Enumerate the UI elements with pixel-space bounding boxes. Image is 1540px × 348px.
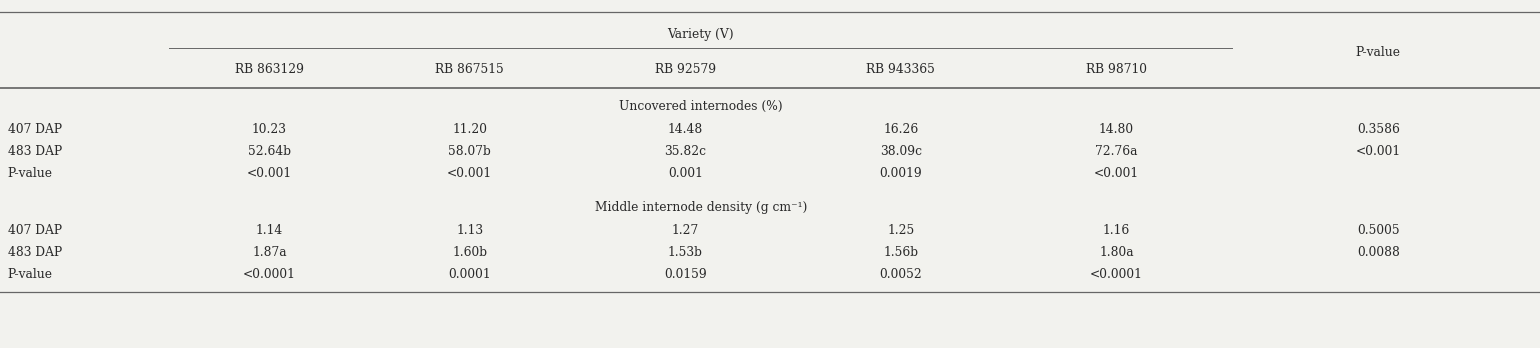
Text: 407 DAP: 407 DAP xyxy=(8,123,62,136)
Text: 1.13: 1.13 xyxy=(456,224,484,237)
Text: <0.0001: <0.0001 xyxy=(243,268,296,281)
Text: RB 98710: RB 98710 xyxy=(1086,63,1147,76)
Text: 1.27: 1.27 xyxy=(671,224,699,237)
Text: RB 943365: RB 943365 xyxy=(867,63,935,76)
Text: P-value: P-value xyxy=(1355,46,1401,59)
Text: <0.001: <0.001 xyxy=(447,167,493,180)
Text: <0.0001: <0.0001 xyxy=(1090,268,1143,281)
Text: 0.3586: 0.3586 xyxy=(1357,123,1400,136)
Text: 16.26: 16.26 xyxy=(884,123,918,136)
Text: 11.20: 11.20 xyxy=(453,123,487,136)
Text: 0.0088: 0.0088 xyxy=(1357,246,1400,259)
Text: <0.001: <0.001 xyxy=(1093,167,1140,180)
Text: Uncovered internodes (%): Uncovered internodes (%) xyxy=(619,100,782,113)
Text: 10.23: 10.23 xyxy=(253,123,286,136)
Text: 0.001: 0.001 xyxy=(668,167,702,180)
Text: <0.001: <0.001 xyxy=(246,167,293,180)
Text: 1.80a: 1.80a xyxy=(1100,246,1133,259)
Text: 72.76a: 72.76a xyxy=(1095,145,1138,158)
Text: 1.14: 1.14 xyxy=(256,224,283,237)
Text: RB 867515: RB 867515 xyxy=(436,63,504,76)
Text: 0.0052: 0.0052 xyxy=(879,268,922,281)
Text: RB 863129: RB 863129 xyxy=(236,63,303,76)
Text: 483 DAP: 483 DAP xyxy=(8,246,62,259)
Text: P-value: P-value xyxy=(8,167,52,180)
Text: 1.56b: 1.56b xyxy=(884,246,918,259)
Text: 52.64b: 52.64b xyxy=(248,145,291,158)
Text: 38.09c: 38.09c xyxy=(879,145,922,158)
Text: RB 92579: RB 92579 xyxy=(654,63,716,76)
Text: Middle internode density (g cm⁻¹): Middle internode density (g cm⁻¹) xyxy=(594,200,807,214)
Text: 1.53b: 1.53b xyxy=(668,246,702,259)
Text: 0.5005: 0.5005 xyxy=(1357,224,1400,237)
Text: 35.82c: 35.82c xyxy=(664,145,707,158)
Text: 58.07b: 58.07b xyxy=(448,145,491,158)
Text: 1.25: 1.25 xyxy=(887,224,915,237)
Text: 1.87a: 1.87a xyxy=(253,246,286,259)
Text: 14.48: 14.48 xyxy=(668,123,702,136)
Text: 1.16: 1.16 xyxy=(1103,224,1130,237)
Text: 0.0019: 0.0019 xyxy=(879,167,922,180)
Text: 0.0159: 0.0159 xyxy=(664,268,707,281)
Text: 483 DAP: 483 DAP xyxy=(8,145,62,158)
Text: <0.001: <0.001 xyxy=(1355,145,1401,158)
Text: 407 DAP: 407 DAP xyxy=(8,224,62,237)
Text: 0.0001: 0.0001 xyxy=(448,268,491,281)
Text: 14.80: 14.80 xyxy=(1100,123,1133,136)
Text: 1.60b: 1.60b xyxy=(453,246,487,259)
Text: P-value: P-value xyxy=(8,268,52,281)
Text: Variety (V): Variety (V) xyxy=(667,28,735,41)
